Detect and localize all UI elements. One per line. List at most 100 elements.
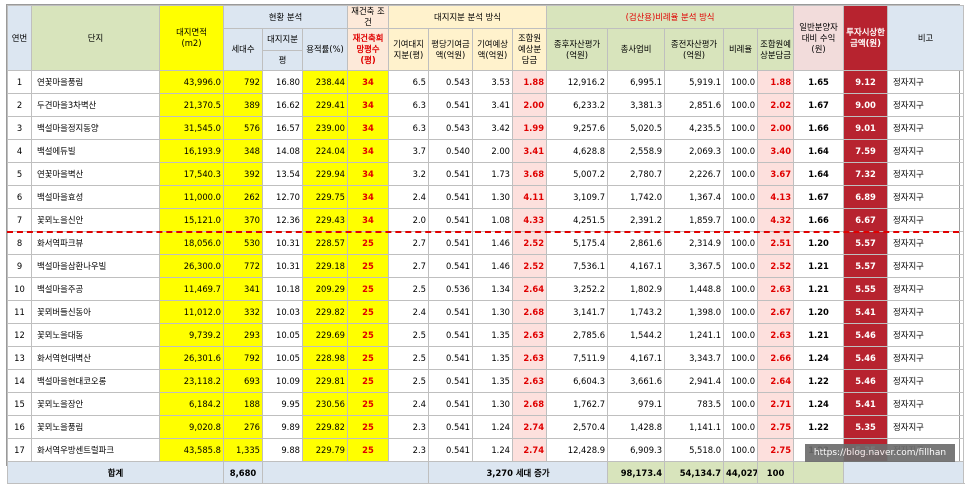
cell-before: 1,859.7 <box>664 208 725 232</box>
cell-area: 21,370.5 <box>159 93 224 117</box>
cell-note: 정자지구 <box>887 231 965 255</box>
cell-no: 2 <box>7 93 32 117</box>
cell-lp: 6.3 <box>388 93 429 117</box>
cell-after: 7,536.1 <box>546 254 609 278</box>
cell-cv: 1.08 <box>472 208 513 232</box>
table-row: 3 백설마을정지동양 31,545.0 576 16.57 239.00 34 6.3 0.54… <box>7 116 965 140</box>
cell-land: 10.31 <box>262 231 303 255</box>
cell-invest: 9.00 <box>843 93 889 117</box>
cell-cv: 1.30 <box>472 300 513 324</box>
cell-share2: 3.67 <box>757 162 795 186</box>
cell-land: 16.57 <box>262 116 303 140</box>
cell-no: 3 <box>7 116 32 140</box>
cell-far: 229.69 <box>302 323 348 347</box>
cell-after: 7,511.9 <box>546 346 609 370</box>
cell-name: 화서역우방센트럴파크 <box>31 438 160 462</box>
cell-land: 10.18 <box>262 277 303 301</box>
cell-share2: 2.63 <box>757 323 795 347</box>
cell-land: 13.54 <box>262 162 303 186</box>
cell-lp: 2.5 <box>388 277 429 301</box>
cell-desired: 25 <box>347 415 389 439</box>
cell-after: 9,257.6 <box>546 116 609 140</box>
cell-sale: 1.66 <box>793 116 845 140</box>
total-after-asset: 98,173.4 <box>607 461 666 484</box>
cell-share2: 2.66 <box>757 346 795 370</box>
cell-after: 5,007.2 <box>546 162 609 186</box>
cell-cost: 979.1 <box>607 392 666 416</box>
cell-before: 2,226.7 <box>664 162 725 186</box>
cell-share2: 2.71 <box>757 392 795 416</box>
cell-lp: 3.2 <box>388 162 429 186</box>
total-increase: 3,270 세대 증가 <box>427 461 609 484</box>
cell-name: 두견마을3차벽산 <box>31 93 160 117</box>
cell-lp: 2.5 <box>388 346 429 370</box>
cell-note: 정자지구 <box>887 300 965 324</box>
cell-ratio: 100.0 <box>723 139 759 163</box>
cell-no: 13 <box>7 346 32 370</box>
cell-lp: 3.7 <box>388 139 429 163</box>
cell-cv: 1.30 <box>472 392 513 416</box>
cell-cv: 2.00 <box>472 139 513 163</box>
cell-far: 229.81 <box>302 369 348 393</box>
col-header-land-share-unit: 평 <box>262 50 303 71</box>
cell-invest: 5.57 <box>843 231 889 255</box>
cell-after: 3,141.7 <box>546 300 609 324</box>
cell-households: 389 <box>223 93 263 117</box>
cell-cost: 1,428.8 <box>607 415 666 439</box>
cell-cv: 1.35 <box>472 346 513 370</box>
cell-share2: 3.40 <box>757 139 795 163</box>
total-ratio: 100 <box>757 461 795 484</box>
cell-desired: 25 <box>347 231 389 255</box>
cell-name: 화서역현대벽산 <box>31 346 160 370</box>
cell-before: 1,367.4 <box>664 185 725 209</box>
cell-far: 228.57 <box>302 231 348 255</box>
cell-lp: 2.4 <box>388 300 429 324</box>
cell-before: 4,235.5 <box>664 116 725 140</box>
cell-ratio: 100.0 <box>723 346 759 370</box>
cell-note: 정자지구 <box>887 139 965 163</box>
table-row: 7 꽃뫼노을신안 15,121.0 370 12.36 229.43 34 2.0 0.541 1… <box>7 208 965 232</box>
total-project-cost: 54,134.7 <box>664 461 725 484</box>
cell-far: 229.41 <box>302 93 348 117</box>
cell-sale: 1.64 <box>793 139 845 163</box>
table-row: 1 연꽃마을풍림 43,996.0 792 16.80 238.44 34 6.5 0.543 3… <box>7 70 965 94</box>
table-row: 9 백설마을삼환나우빌 26,300.0 772 10.31 229.18 25 2.7 0.5… <box>7 254 965 278</box>
cell-cv: 1.35 <box>472 369 513 393</box>
cell-share: 2.63 <box>511 346 548 370</box>
cell-ratio: 100.0 <box>723 277 759 301</box>
cell-households: 772 <box>223 254 263 278</box>
cell-share2: 4.13 <box>757 185 795 209</box>
cell-lp: 2.0 <box>388 208 429 232</box>
cell-desired: 34 <box>347 185 389 209</box>
col-header-share2: 조합원예상분담금 <box>757 28 795 71</box>
cell-desired: 25 <box>347 300 389 324</box>
cell-share: 2.63 <box>511 323 548 347</box>
cell-cv: 1.30 <box>472 185 513 209</box>
cell-share2: 2.64 <box>757 369 795 393</box>
cell-far: 229.82 <box>302 300 348 324</box>
cell-no: 5 <box>7 162 32 186</box>
cell-before: 1,398.0 <box>664 300 725 324</box>
cell-after: 2,785.6 <box>546 323 609 347</box>
cell-ratio: 100.0 <box>723 208 759 232</box>
cell-share: 1.99 <box>511 116 548 140</box>
cell-invest: 5.57 <box>843 254 889 278</box>
cell-no: 6 <box>7 185 32 209</box>
cell-after: 4,628.8 <box>546 139 609 163</box>
cell-invest: 9.01 <box>843 116 889 140</box>
cell-sale: 1.21 <box>793 254 845 278</box>
cell-after: 4,251.5 <box>546 208 609 232</box>
cell-price: 0.541 <box>428 300 473 324</box>
cell-households: 530 <box>223 231 263 255</box>
cell-sale: 1.22 <box>793 415 845 439</box>
cell-ratio: 100.0 <box>723 185 759 209</box>
cell-far: 238.44 <box>302 70 348 94</box>
cell-note: 정자지구 <box>887 116 965 140</box>
cell-note: 정자지구 <box>887 208 965 232</box>
cell-name: 꽃뫼노을신안 <box>31 208 160 232</box>
cell-before: 1,448.8 <box>664 277 725 301</box>
cell-invest: 6.89 <box>843 185 889 209</box>
cell-share2: 1.88 <box>757 70 795 94</box>
cell-desired: 34 <box>347 70 389 94</box>
cell-far: 228.98 <box>302 346 348 370</box>
